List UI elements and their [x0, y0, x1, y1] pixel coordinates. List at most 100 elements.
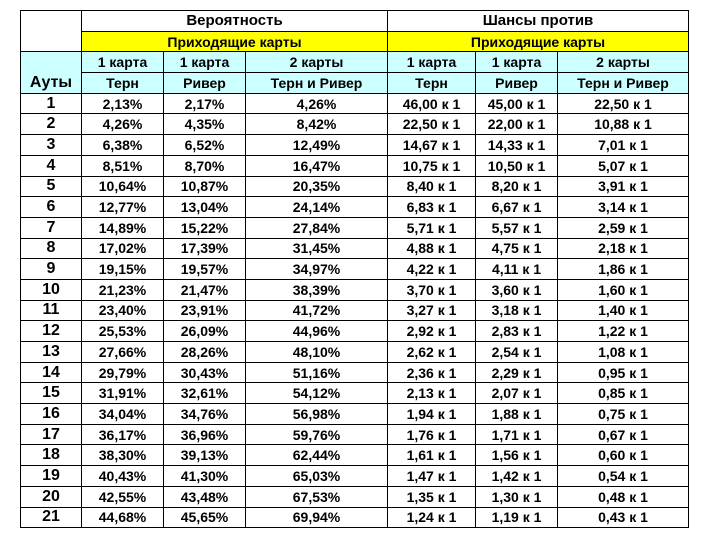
table-row: 6 12,77% 13,04% 24,14% 6,83 к 1 6,67 к 1 3,14 … — [20, 196, 689, 218]
table-row: 18 38,30% 39,13% 62,44% 1,61 к 1 1,56 к 1 0,60… — [20, 444, 689, 467]
table-row: 12 25,53% 26,09% 44,96% 2,92 к 1 2,83 к 1 1,22… — [20, 320, 689, 342]
outs-cell: 13 — [20, 341, 82, 363]
odds-both-cell: 7,01 к 1 — [557, 134, 689, 156]
odds-turn-cell: 2,36 к 1 — [387, 361, 476, 384]
odds-turn-cards: 1 карта — [387, 51, 476, 74]
odds-both-cell: 2,59 к 1 — [557, 216, 689, 239]
prob-turn-cell: 12,77% — [81, 196, 164, 218]
outs-cell: 17 — [20, 423, 82, 446]
odds-river-cards: 1 карта — [475, 51, 558, 74]
table-row: 17 36,17% 36,96% 59,76% 1,76 к 1 1,71 к 1 0,67… — [20, 423, 689, 446]
odds-turn-cell: 8,40 к 1 — [387, 175, 476, 198]
outs-cell: 4 — [20, 154, 82, 177]
prob-both-cell: 48,10% — [245, 341, 388, 363]
outs-cell: 18 — [20, 444, 82, 467]
prob-both-cell: 56,98% — [245, 403, 388, 425]
prob-both-cell: 41,72% — [245, 299, 388, 322]
prob-turn-cell: 21,23% — [81, 278, 164, 301]
prob-both-cell: 12,49% — [245, 134, 388, 156]
prob-turn-cell: 17,02% — [81, 237, 164, 260]
table-row: 11 23,40% 23,91% 41,72% 3,27 к 1 3,18 к 1 1,40… — [20, 299, 689, 322]
corner-cell — [20, 9, 82, 53]
odds-river-cell: 4,75 к 1 — [475, 237, 558, 260]
odds-turn-cell: 1,24 к 1 — [387, 506, 476, 529]
prob-river-cell: 2,17% — [163, 92, 246, 115]
prob-turn-cell: 14,89% — [81, 216, 164, 239]
odds-both-cell: 0,85 к 1 — [557, 382, 689, 405]
odds-river-cell: 8,20 к 1 — [475, 175, 558, 198]
outs-cell: 5 — [20, 175, 82, 198]
prob-both-cell: 38,39% — [245, 278, 388, 301]
outs-cell: 7 — [20, 216, 82, 239]
odds-both-cell: 0,95 к 1 — [557, 361, 689, 384]
prob-river-cell: 30,43% — [163, 361, 246, 384]
odds-both-cards: 2 карты — [557, 51, 689, 74]
odds-both-cell: 5,07 к 1 — [557, 154, 689, 177]
prob-river-cell: 45,65% — [163, 506, 246, 529]
odds-river-cell: 2,29 к 1 — [475, 361, 558, 384]
odds-both-cell: 1,86 к 1 — [557, 258, 689, 280]
outs-cell: 11 — [20, 299, 82, 322]
odds-river-cell: 1,30 к 1 — [475, 485, 558, 508]
table-row: 4 8,51% 8,70% 16,47% 10,75 к 1 10,50 к 1 5,07 … — [20, 154, 689, 177]
odds-both-cell: 1,08 к 1 — [557, 341, 689, 363]
prob-both-cell: 54,12% — [245, 382, 388, 405]
prob-river-cell: 21,47% — [163, 278, 246, 301]
prob-river-cell: 8,70% — [163, 154, 246, 177]
odds-turn-cell: 3,70 к 1 — [387, 278, 476, 301]
prob-turn-cell: 44,68% — [81, 506, 164, 529]
table-row: 7 14,89% 15,22% 27,84% 5,71 к 1 5,57 к 1 2,59 … — [20, 216, 689, 239]
outs-cell: 10 — [20, 278, 82, 301]
prob-river-cell: 13,04% — [163, 196, 246, 218]
odds-turn-cell: 10,75 к 1 — [387, 154, 476, 177]
prob-both-street: Терн и Ривер — [245, 72, 388, 94]
odds-both-cell: 1,60 к 1 — [557, 278, 689, 301]
prob-both-cell: 27,84% — [245, 216, 388, 239]
table-row: 14 29,79% 30,43% 51,16% 2,36 к 1 2,29 к 1 0,95… — [20, 361, 689, 384]
prob-turn-cell: 25,53% — [81, 320, 164, 342]
prob-turn-cell: 36,17% — [81, 423, 164, 446]
prob-turn-cell: 38,30% — [81, 444, 164, 467]
odds-both-cell: 0,54 к 1 — [557, 465, 689, 487]
prob-both-cell: 69,94% — [245, 506, 388, 529]
prob-both-cell: 16,47% — [245, 154, 388, 177]
header-row-street: Терн Ривер Терн и Ривер Терн Ривер Терн … — [21, 72, 689, 94]
odds-turn-cell: 1,94 к 1 — [387, 403, 476, 425]
odds-river-cell: 1,42 к 1 — [475, 465, 558, 487]
prob-both-cell: 24,14% — [245, 196, 388, 218]
table-row: 16 34,04% 34,76% 56,98% 1,94 к 1 1,88 к 1 0,75… — [20, 403, 689, 425]
odds-both-cell: 1,40 к 1 — [557, 299, 689, 322]
odds-river-cell: 2,07 к 1 — [475, 382, 558, 405]
prob-both-cell: 67,53% — [245, 485, 388, 508]
prob-turn-street: Терн — [81, 72, 164, 94]
odds-turn-cell: 3,27 к 1 — [387, 299, 476, 322]
outs-cell: 15 — [20, 382, 82, 405]
prob-river-cell: 26,09% — [163, 320, 246, 342]
odds-river-cell: 14,33 к 1 — [475, 134, 558, 156]
odds-turn-cell: 5,71 к 1 — [387, 216, 476, 239]
odds-turn-cell: 1,61 к 1 — [387, 444, 476, 467]
prob-river-cell: 15,22% — [163, 216, 246, 239]
prob-both-cell: 8,42% — [245, 113, 388, 136]
table-row: 15 31,91% 32,61% 54,12% 2,13 к 1 2,07 к 1 0,85… — [20, 382, 689, 405]
odds-river-cell: 3,18 к 1 — [475, 299, 558, 322]
odds-both-cell: 2,18 к 1 — [557, 237, 689, 260]
header-row-titles: Вероятность Шансы против — [20, 9, 689, 53]
prob-both-cell: 51,16% — [245, 361, 388, 384]
header-row-card-count: Ауты 1 карта 1 карта 2 карты 1 карта 1 к… — [20, 51, 689, 94]
prob-turn-cell: 40,43% — [81, 465, 164, 487]
odds-both-cell: 22,50 к 1 — [557, 92, 689, 115]
prob-river-cell: 6,52% — [163, 134, 246, 156]
odds-turn-cell: 1,47 к 1 — [387, 465, 476, 487]
outs-cell: 2 — [20, 113, 82, 136]
outs-cell: 12 — [20, 320, 82, 342]
prob-turn-cell: 6,38% — [81, 134, 164, 156]
prob-turn-cell: 42,55% — [81, 485, 164, 508]
prob-river-cell: 10,87% — [163, 175, 246, 198]
odds-river-street: Ривер — [475, 72, 558, 94]
odds-turn-cell: 2,62 к 1 — [387, 341, 476, 363]
prob-both-cell: 65,03% — [245, 465, 388, 487]
prob-both-cards: 2 карты — [245, 51, 388, 74]
odds-both-cell: 3,14 к 1 — [557, 196, 689, 218]
table-row: 9 19,15% 19,57% 34,97% 4,22 к 1 4,11 к 1 1,86 … — [20, 258, 689, 280]
